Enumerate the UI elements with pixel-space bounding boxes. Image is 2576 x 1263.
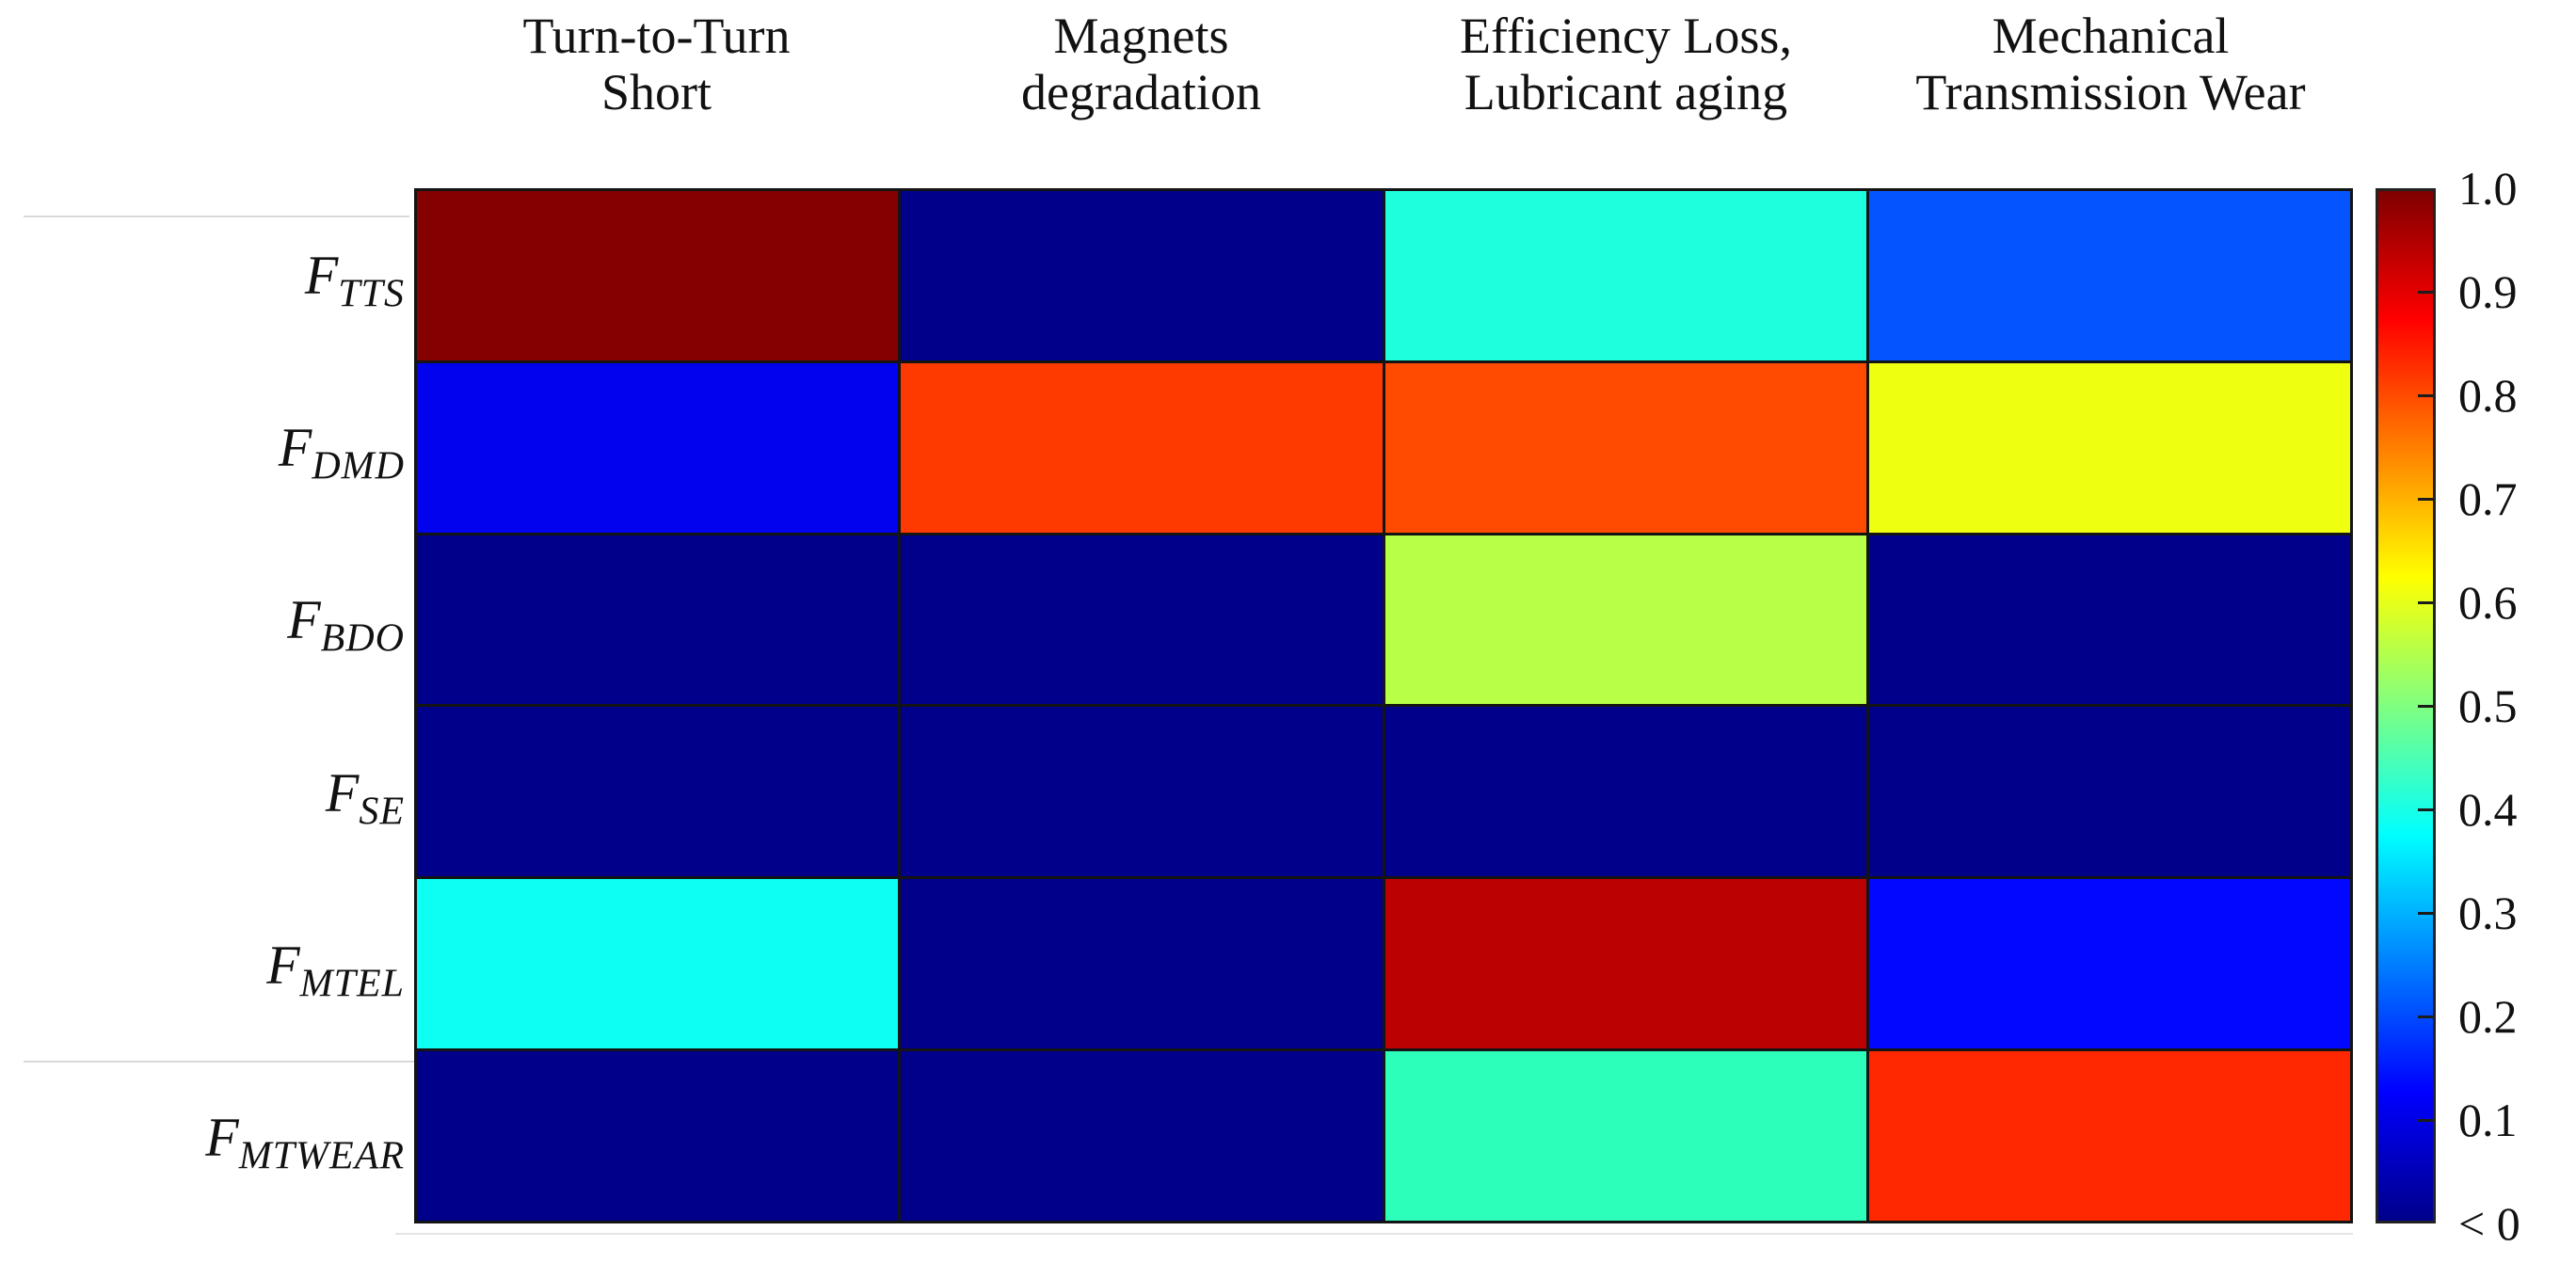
heatmap-cell-mtwear-col2 [901, 1051, 1383, 1221]
row-label-main: F [205, 1106, 239, 1168]
heatmap-cell-mtwear-col1 [417, 1051, 899, 1221]
faint-rule-top-left [24, 216, 409, 217]
colorbar-tick-label: 0.1 [2458, 1094, 2518, 1146]
row-label: FTTS [304, 243, 405, 313]
column-header: Turn-to-Turn Short [414, 8, 899, 177]
column-header-line2: degradation [1021, 64, 1261, 120]
colorbar-tick-label: 0.4 [2458, 783, 2518, 836]
colorbar-tick-label: 0.3 [2458, 887, 2518, 939]
heatmap-cell-mtwear-col3 [1384, 1051, 1866, 1221]
row-label-subscript: MTEL [299, 962, 405, 1006]
heatmap-cell-bdo-col4 [1868, 535, 2350, 705]
column-header-line2: Short [600, 64, 712, 120]
faint-rule-bottom [395, 1233, 2353, 1235]
colorbar-tick [2418, 1015, 2433, 1018]
colorbar [2376, 188, 2436, 1223]
colorbar-tick [2418, 808, 2433, 811]
column-header-line1: Turn-to-Turn [522, 8, 791, 64]
colorbar-tick-label: 0.2 [2458, 990, 2518, 1043]
heatmap-cell-tts-col3 [1384, 191, 1866, 360]
row-label: FDMD [278, 416, 405, 487]
heatmap-cell-mtel-col3 [1384, 879, 1866, 1049]
column-header-line1: Magnets [1053, 8, 1229, 64]
heatmap-cell-bdo-col1 [417, 535, 899, 705]
row-label-main: F [304, 244, 339, 306]
colorbar-tick [2418, 705, 2433, 708]
heatmap-cell-dmd-col1 [417, 362, 899, 533]
colorbar-tick [2418, 601, 2433, 604]
heatmap-cell-tts-col4 [1868, 191, 2350, 360]
heatmap-cell-se-col2 [901, 707, 1383, 877]
heatmap-grid [414, 188, 2353, 1223]
row-label-main: F [287, 588, 321, 650]
row-label: FBDO [287, 588, 405, 659]
heatmap-cell-se-col4 [1868, 707, 2350, 877]
colorbar-tick [2418, 1119, 2433, 1122]
heatmap-cell-mtel-col4 [1868, 879, 2350, 1049]
heatmap-cell-se-col1 [417, 707, 899, 877]
row-label-subscript: DMD [312, 444, 405, 488]
column-header: Mechanical Transmission Wear [1868, 8, 2353, 177]
colorbar-tick-label: 1.0 [2458, 162, 2518, 215]
heatmap-cell-se-col3 [1384, 707, 1866, 877]
colorbar-tick-label: < 0 [2458, 1197, 2520, 1250]
heatmap-cell-tts-col1 [417, 191, 899, 360]
heatmap-cell-dmd-col2 [901, 362, 1383, 533]
heatmap-cell-dmd-col3 [1384, 362, 1866, 533]
row-label: FMTWEAR [205, 1106, 405, 1176]
column-header-line1: Efficiency Loss, [1460, 8, 1792, 64]
heatmap-cell-mtel-col2 [901, 879, 1383, 1049]
row-label-subscript: SE [359, 790, 405, 834]
column-header: Magnets degradation [899, 8, 1384, 177]
colorbar-tick [2418, 498, 2433, 501]
colorbar-tick [2418, 912, 2433, 915]
heatmap-cell-mtel-col1 [417, 879, 899, 1049]
column-header-line1: Mechanical [1992, 8, 2230, 64]
row-label-main: F [266, 934, 300, 996]
column-header: Efficiency Loss, Lubricant aging [1384, 8, 1868, 177]
colorbar-tick-label: 0.6 [2458, 576, 2518, 629]
colorbar-tick [2418, 394, 2433, 397]
row-label-subscript: TTS [338, 272, 405, 316]
row-label-subscript: BDO [320, 616, 405, 661]
row-label: FMTEL [266, 934, 405, 1004]
colorbar-tick-label: 0.5 [2458, 679, 2518, 732]
row-label-main: F [278, 416, 312, 478]
heatmap-cell-mtwear-col4 [1868, 1051, 2350, 1221]
colorbar-tick [2418, 291, 2433, 294]
column-header-line2: Lubricant aging [1464, 64, 1788, 120]
faint-rule-mid-left [24, 1061, 414, 1063]
row-label-subscript: MTWEAR [238, 1134, 405, 1178]
heatmap-cell-bdo-col3 [1384, 535, 1866, 705]
colorbar-tick-label: 0.8 [2458, 369, 2518, 422]
colorbar-tick-label: 0.9 [2458, 265, 2518, 318]
colorbar-tick-label: 0.7 [2458, 472, 2518, 525]
row-label-main: F [325, 761, 360, 823]
heatmap-cell-dmd-col4 [1868, 362, 2350, 533]
row-label: FSE [325, 760, 405, 831]
column-header-line2: Transmission Wear [1915, 64, 2306, 120]
heatmap-cell-tts-col2 [901, 191, 1383, 360]
heatmap-cell-bdo-col2 [901, 535, 1383, 705]
